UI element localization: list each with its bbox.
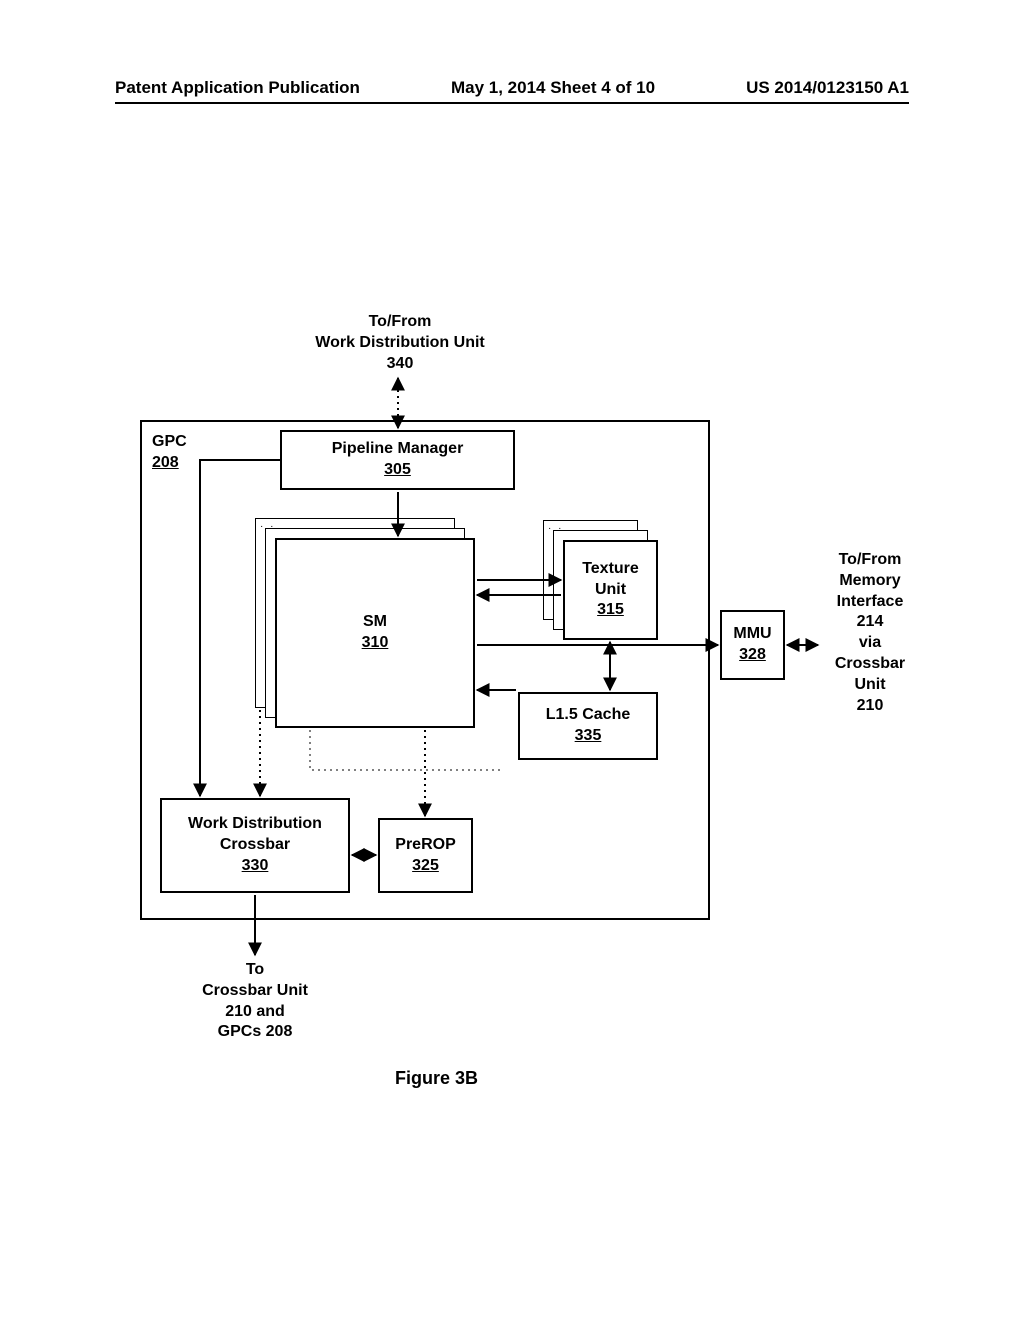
texture-t2: Unit	[595, 580, 626, 601]
right-label: To/From Memory Interface 214 via Crossba…	[820, 550, 920, 716]
top-label: To/From Work Distribution Unit 340	[300, 312, 500, 374]
rl7: Unit	[820, 675, 920, 696]
mmu-num: 328	[739, 645, 766, 666]
rl4: 214	[820, 612, 920, 633]
pipeline-manager-box: Pipeline Manager 305	[280, 430, 515, 490]
rl1: To/From	[820, 550, 920, 571]
rl2: Memory	[820, 571, 920, 592]
cache-box: L1.5 Cache 335	[518, 692, 658, 760]
header-divider	[115, 102, 909, 104]
texture-num: 315	[597, 600, 624, 621]
wdc-num: 330	[242, 856, 269, 877]
header-right: US 2014/0123150 A1	[746, 78, 909, 98]
mmu-title: MMU	[733, 624, 771, 645]
header-center: May 1, 2014 Sheet 4 of 10	[451, 78, 655, 98]
sm-title: SM	[363, 612, 387, 633]
bottom-label: To Crossbar Unit 210 and GPCs 208	[180, 960, 330, 1043]
page-header: Patent Application Publication May 1, 20…	[115, 78, 909, 98]
wdc-box: Work Distribution Crossbar 330	[160, 798, 350, 893]
header-left: Patent Application Publication	[115, 78, 360, 98]
sm-num: 310	[362, 633, 389, 654]
figure-caption: Figure 3B	[395, 1068, 478, 1089]
rl6: Crossbar	[820, 654, 920, 675]
prerop-box: PreROP 325	[378, 818, 473, 893]
top-label-3: 340	[300, 354, 500, 375]
wdc-t1: Work Distribution	[188, 814, 322, 835]
cache-num: 335	[575, 726, 602, 747]
top-label-1: To/From	[300, 312, 500, 333]
texture-t1: Texture	[582, 559, 639, 580]
diagram: To/From Work Distribution Unit 340 GPC 2…	[0, 130, 1024, 1230]
top-label-2: Work Distribution Unit	[300, 333, 500, 354]
mmu-box: MMU 328	[720, 610, 785, 680]
bl4: GPCs 208	[180, 1022, 330, 1043]
rl5: via	[820, 633, 920, 654]
texture-unit-box: Texture Unit 315	[563, 540, 658, 640]
gpc-num: 208	[152, 453, 187, 474]
bl2: Crossbar Unit	[180, 981, 330, 1002]
bl3: 210 and	[180, 1002, 330, 1023]
rl3: Interface	[820, 592, 920, 613]
pm-num: 305	[384, 460, 411, 481]
rl8: 210	[820, 696, 920, 717]
cache-title: L1.5 Cache	[546, 705, 630, 726]
sm-box: SM 310	[275, 538, 475, 728]
gpc-title: GPC	[152, 432, 187, 453]
prerop-title: PreROP	[395, 835, 455, 856]
pm-title: Pipeline Manager	[332, 439, 464, 460]
prerop-num: 325	[412, 856, 439, 877]
bl1: To	[180, 960, 330, 981]
wdc-t2: Crossbar	[220, 835, 290, 856]
